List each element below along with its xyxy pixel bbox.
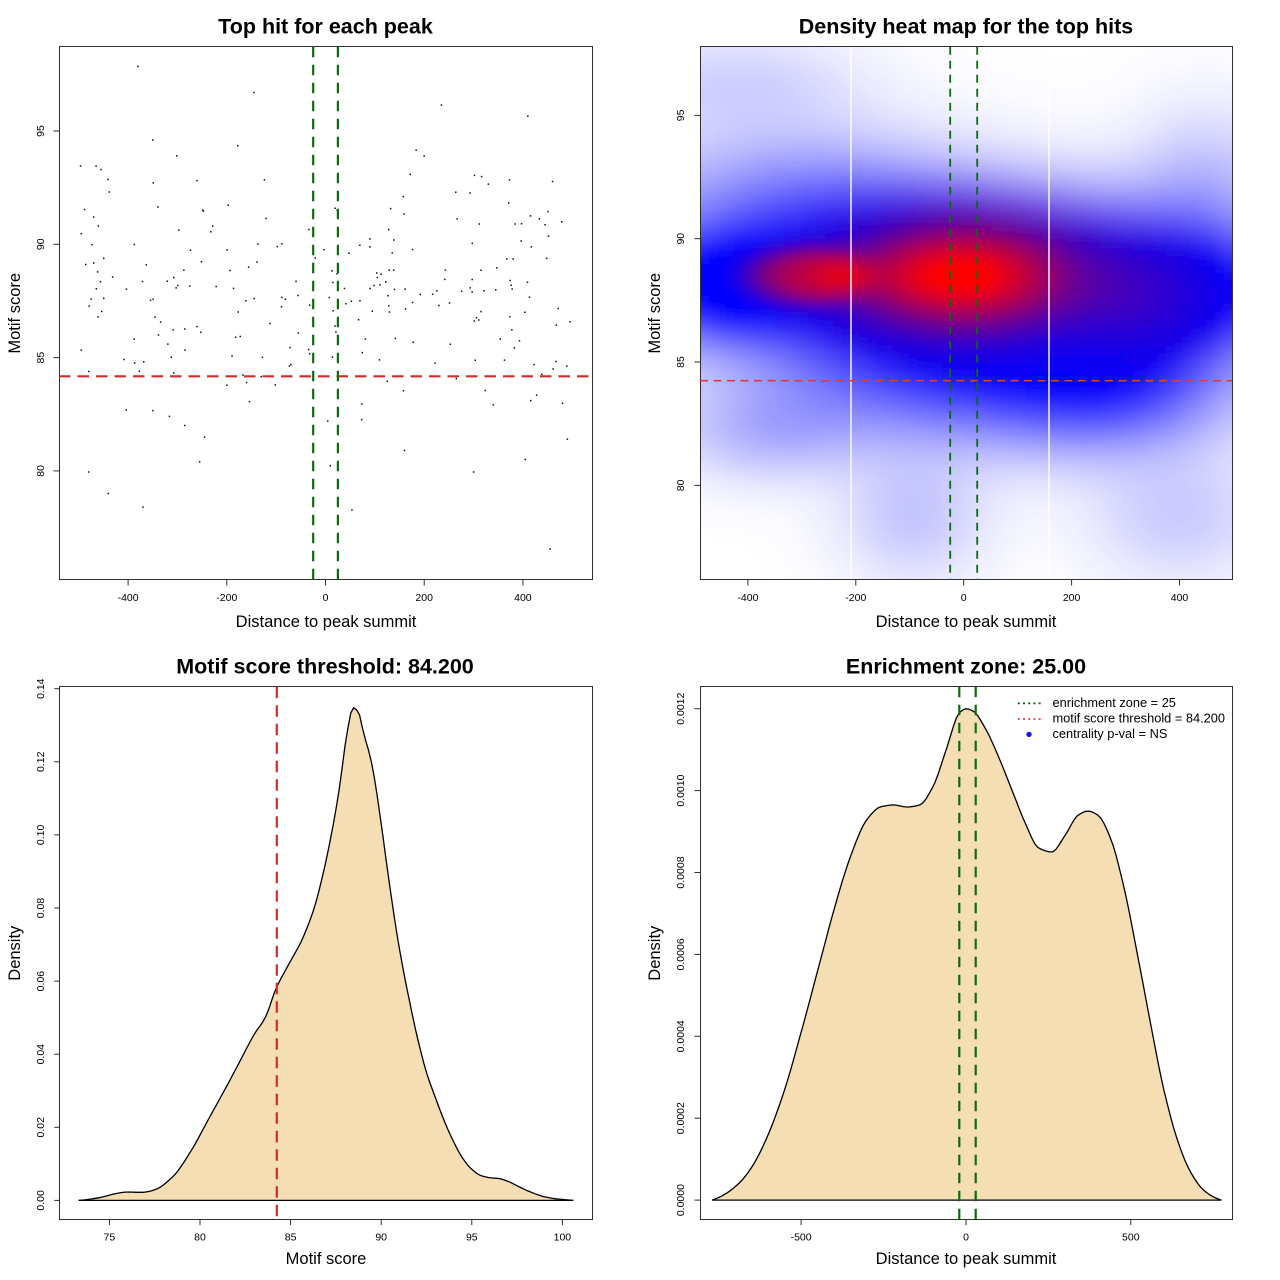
svg-text:200: 200 xyxy=(1063,592,1081,604)
svg-text:0.0000: 0.0000 xyxy=(675,1184,687,1216)
svg-text:85: 85 xyxy=(285,1232,297,1244)
svg-text:motif score threshold = 84.200: motif score threshold = 84.200 xyxy=(1053,711,1226,726)
svg-text:80: 80 xyxy=(194,1232,206,1244)
svg-text:80: 80 xyxy=(675,479,687,491)
svg-text:400: 400 xyxy=(1171,592,1189,604)
svg-text:Enrichment zone: 25.00: Enrichment zone: 25.00 xyxy=(846,655,1086,679)
svg-text:0.0002: 0.0002 xyxy=(675,1102,687,1134)
svg-text:90: 90 xyxy=(375,1232,387,1244)
svg-text:0: 0 xyxy=(323,592,329,604)
svg-text:80: 80 xyxy=(35,465,47,477)
svg-text:0.14: 0.14 xyxy=(35,678,47,699)
svg-text:-400: -400 xyxy=(737,592,758,604)
svg-text:95: 95 xyxy=(466,1232,478,1244)
svg-text:0.10: 0.10 xyxy=(35,825,47,846)
svg-text:95: 95 xyxy=(35,125,47,137)
svg-text:0.12: 0.12 xyxy=(35,751,47,772)
svg-text:Distance to peak summit: Distance to peak summit xyxy=(876,1250,1057,1268)
svg-text:enrichment zone = 25: enrichment zone = 25 xyxy=(1053,695,1176,710)
svg-text:Motif score: Motif score xyxy=(6,273,24,354)
svg-text:85: 85 xyxy=(35,352,47,364)
svg-text:0: 0 xyxy=(963,1232,969,1244)
svg-text:-400: -400 xyxy=(118,592,139,604)
svg-text:0.02: 0.02 xyxy=(35,1117,47,1138)
svg-text:-200: -200 xyxy=(216,592,237,604)
svg-text:85: 85 xyxy=(675,356,687,368)
svg-text:Density heat map for the top h: Density heat map for the top hits xyxy=(799,15,1134,39)
svg-text:0.0004: 0.0004 xyxy=(675,1020,687,1052)
svg-text:Motif score: Motif score xyxy=(286,1250,367,1268)
svg-text:90: 90 xyxy=(675,233,687,245)
svg-text:0.04: 0.04 xyxy=(35,1044,47,1065)
svg-text:200: 200 xyxy=(415,592,433,604)
svg-text:0.0012: 0.0012 xyxy=(675,692,687,724)
svg-text:Distance to peak summit: Distance to peak summit xyxy=(876,613,1057,631)
svg-text:95: 95 xyxy=(675,109,687,121)
svg-text:centrality p-val = NS: centrality p-val = NS xyxy=(1053,726,1168,741)
svg-text:0: 0 xyxy=(961,592,967,604)
svg-text:0.06: 0.06 xyxy=(35,971,47,992)
svg-text:Motif score: Motif score xyxy=(646,273,664,354)
svg-text:Motif score threshold: 84.200: Motif score threshold: 84.200 xyxy=(176,655,474,679)
svg-text:Density: Density xyxy=(6,925,24,981)
svg-text:-500: -500 xyxy=(791,1232,812,1244)
svg-text:Distance to peak summit: Distance to peak summit xyxy=(236,613,417,631)
svg-text:0.0006: 0.0006 xyxy=(675,938,687,970)
svg-text:Top hit for each peak: Top hit for each peak xyxy=(218,15,433,39)
svg-text:100: 100 xyxy=(554,1232,572,1244)
svg-text:0.0008: 0.0008 xyxy=(675,856,687,888)
svg-text:Density: Density xyxy=(646,925,664,981)
svg-text:500: 500 xyxy=(1122,1232,1140,1244)
svg-text:0.00: 0.00 xyxy=(35,1190,47,1211)
svg-text:-200: -200 xyxy=(845,592,866,604)
svg-text:0.0010: 0.0010 xyxy=(675,774,687,806)
svg-text:400: 400 xyxy=(514,592,532,604)
svg-text:90: 90 xyxy=(35,238,47,250)
svg-text:0.08: 0.08 xyxy=(35,898,47,919)
svg-text:75: 75 xyxy=(104,1232,116,1244)
